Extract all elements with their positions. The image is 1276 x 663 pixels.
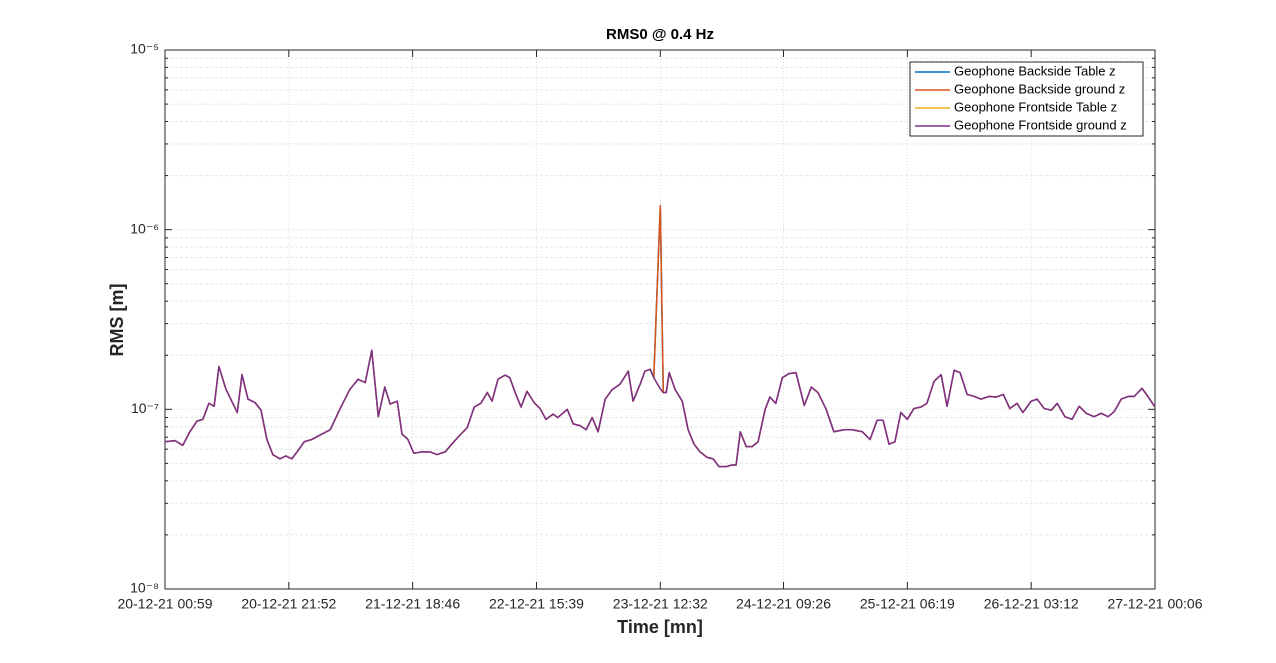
legend-box (909, 61, 1144, 137)
x-axis-label: Time [mn] (617, 617, 703, 637)
legend-label: Geophone Backside ground z (954, 81, 1125, 96)
x-tick-label: 21-12-21 18:46 (365, 596, 460, 612)
y-tick-label: 10⁻⁵ (130, 41, 159, 57)
chart-title: RMS0 @ 0.4 Hz (606, 26, 714, 43)
series-line (164, 349, 1156, 468)
y-tick-label: 10⁻⁶ (130, 220, 159, 236)
x-tick-label: 24-12-21 09:26 (736, 596, 831, 612)
y-axis-label: RMS [m] (107, 284, 127, 357)
x-tick-label: 22-12-21 15:39 (489, 596, 584, 612)
legend: Geophone Backside Table z Geophone Backsi… (909, 61, 1144, 137)
legend-label: Geophone Frontside ground z (954, 117, 1127, 132)
y-tick-label: 10⁻⁷ (131, 400, 159, 416)
x-tick-label: 20-12-21 00:59 (118, 596, 213, 612)
x-tick-label: 23-12-21 12:32 (613, 596, 708, 612)
x-tick-label: 27-12-21 00:06 (1108, 596, 1203, 612)
plot-frame (164, 49, 1156, 590)
y-tick-label: 10⁻⁸ (130, 580, 159, 596)
legend-label: Geophone Backside Table z (954, 63, 1116, 78)
x-tick-label: 20-12-21 21:52 (241, 596, 336, 612)
x-tick-label: 25-12-21 06:19 (860, 596, 955, 612)
legend-label: Geophone Frontside Table z (954, 99, 1117, 114)
x-tick-label: 26-12-21 03:12 (984, 596, 1079, 612)
